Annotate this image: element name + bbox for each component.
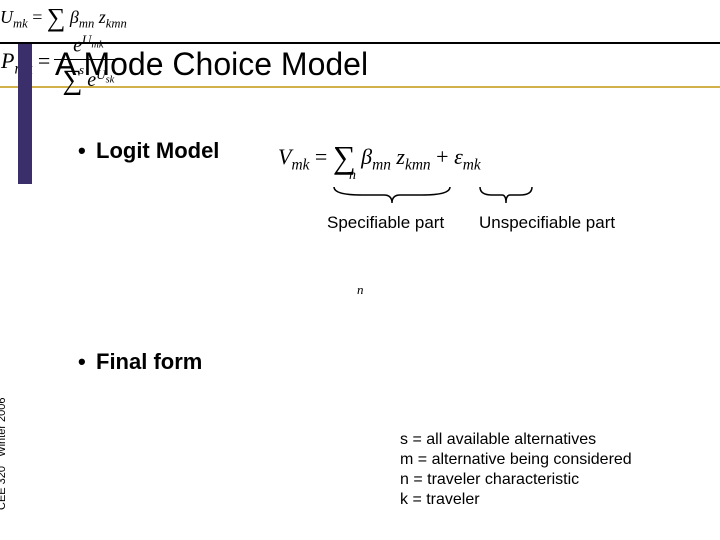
eq-v-z-sub: kmn: [405, 156, 431, 173]
brace-right-icon: [478, 185, 534, 207]
eq-v-beta-sub: mn: [372, 156, 391, 173]
bullet-label: Logit Model: [96, 138, 219, 163]
legend-s: s = all available alternatives: [400, 430, 632, 450]
bullet-label: Final form: [96, 349, 202, 374]
eq-u-beta-sub: mn: [79, 17, 94, 31]
legend: s = all available alternatives m = alter…: [400, 430, 632, 510]
eq-v-sum-sub: n: [349, 168, 356, 184]
page-title: A Mode Choice Model: [55, 46, 368, 83]
brace-left-icon: [332, 185, 452, 207]
slide: A Mode Choice Model •Logit Model Vmk = ∑…: [0, 0, 720, 540]
equation-v: Vmk = ∑ βmn zkmn + εmk: [278, 135, 481, 174]
bullet-final-form: •Final form: [78, 349, 202, 375]
eq-u-lhs: U: [0, 7, 13, 27]
rule-gold: [0, 86, 720, 88]
legend-m: m = alternative being considered: [400, 450, 632, 470]
eq-p-sum-sub: s: [79, 62, 84, 78]
label-unspecifiable: Unspecifiable part: [479, 213, 615, 233]
eq-v-z: z: [396, 144, 405, 169]
equation-u: Umk = ∑ βmn zkmn: [0, 0, 720, 32]
eq-v-plus: +: [436, 144, 448, 169]
bullet-logit-model: •Logit Model: [78, 138, 219, 164]
eq-p-lhs: P: [1, 48, 14, 73]
eq-u-beta: β: [70, 7, 79, 27]
course-label: CEE 320 Winter 2006: [0, 397, 8, 510]
label-specifiable: Specifiable part: [327, 213, 444, 233]
legend-n: n = traveler characteristic: [400, 470, 632, 490]
accent-block: [18, 44, 32, 184]
eq-u-sum-sub: n: [357, 282, 364, 298]
eq-v-eps: ε: [454, 144, 463, 169]
eq-u-z: z: [99, 7, 106, 27]
sigma-icon: ∑: [47, 3, 66, 32]
legend-k: k = traveler: [400, 490, 632, 510]
eq-v-beta: β: [361, 144, 372, 169]
rule-top: [0, 42, 720, 44]
eq-u-lhs-sub: mk: [13, 17, 28, 31]
eq-v-lhs: V: [278, 144, 291, 169]
eq-p-num-exp: U: [82, 32, 91, 47]
eq-v-lhs-sub: mk: [291, 156, 309, 173]
eq-u-z-sub: kmn: [106, 17, 127, 31]
eq-v-eps-sub: mk: [463, 156, 481, 173]
